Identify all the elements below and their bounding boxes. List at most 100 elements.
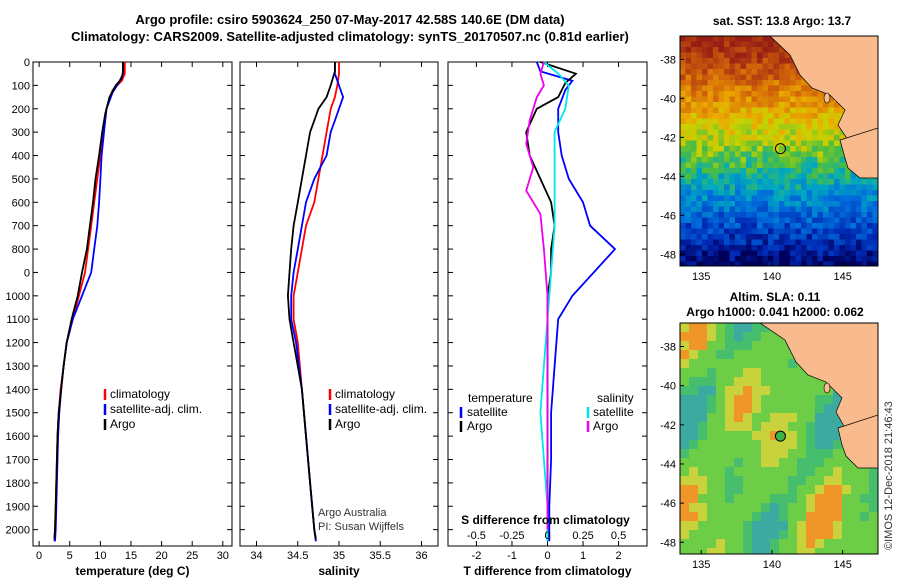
sst-cell (779, 58, 785, 64)
sla-cell (716, 422, 726, 432)
sst-cell (779, 63, 785, 70)
sla-cell (725, 413, 735, 423)
sst-cell (856, 179, 862, 185)
sst-cell (784, 69, 791, 75)
sla-cell (788, 539, 798, 549)
sst-cell (845, 217, 851, 224)
sst-cell (740, 135, 747, 141)
sst-cell (861, 195, 868, 202)
sst-cell (680, 245, 686, 251)
sst-cell (806, 190, 813, 196)
sst-cell (757, 135, 763, 141)
sla-cell (725, 476, 735, 486)
sst-cell (724, 118, 730, 125)
sst-cell (850, 201, 857, 207)
sst-cell (751, 184, 758, 191)
sst-cell (707, 179, 714, 185)
sst-cell (812, 206, 818, 213)
sla-cell (752, 458, 762, 468)
sst-cell (680, 74, 686, 81)
sla-cell (734, 395, 744, 405)
sst-cell (768, 129, 774, 136)
sst-cell (872, 212, 878, 218)
sst-cell (817, 151, 824, 158)
sst-cell (702, 157, 708, 163)
sst-cell (735, 113, 741, 119)
sla-cell (770, 395, 780, 405)
sst-cell (751, 157, 758, 163)
sst-cell (718, 135, 725, 141)
sst-cell (779, 223, 785, 229)
sst-cell (718, 256, 725, 262)
sst-cell (845, 223, 851, 229)
sst-cell (702, 223, 708, 229)
sst-cell (713, 256, 719, 262)
sst-cell (784, 96, 791, 103)
sst-cell (828, 140, 835, 147)
sst-cell (823, 212, 829, 218)
sst-cell (707, 190, 714, 196)
sla-cell (869, 485, 878, 495)
sst-cell (784, 179, 791, 185)
sst-cell (691, 151, 697, 158)
sla-cell (752, 449, 762, 459)
sla-cell (779, 413, 789, 423)
sst-cell (806, 228, 813, 235)
sst-cell (845, 250, 851, 257)
sst-cell (740, 157, 747, 163)
sst-cell (740, 69, 747, 75)
sla-cell (779, 422, 789, 432)
sst-cell (718, 80, 725, 86)
sst-cell (724, 256, 730, 262)
sst-cell (680, 118, 686, 125)
sst-cell (757, 113, 763, 119)
sst-cell (861, 223, 868, 229)
sst-cell (680, 217, 686, 224)
sst-cell (801, 190, 807, 196)
credit-line1: Argo Australia (318, 507, 387, 519)
sst-cell (740, 74, 747, 81)
sla-cell (752, 530, 762, 540)
sst-cell (680, 41, 686, 48)
sla-cell (869, 521, 878, 531)
sst-cell (685, 223, 692, 229)
sst-cell (834, 184, 840, 191)
sst-cell (696, 162, 703, 169)
sst-cell (702, 69, 708, 75)
sst-cell (784, 228, 791, 235)
sst-cell (713, 91, 719, 97)
sst-cell (828, 129, 835, 136)
sst-cell (768, 217, 774, 224)
sst-cell (795, 80, 802, 86)
sst-cell (702, 74, 708, 81)
sst-cell (801, 239, 807, 246)
sla-land (759, 323, 878, 469)
sla-cell (725, 377, 735, 387)
sst-cell (696, 256, 703, 262)
sla-cell (770, 530, 780, 540)
sst-cell (806, 168, 813, 174)
sla-cell (752, 440, 762, 450)
sst-cell (861, 206, 868, 213)
sla-cell (734, 539, 744, 549)
sla-cell (725, 521, 735, 531)
sst-cell (729, 261, 736, 266)
sst-cell (768, 168, 774, 174)
sst-cell (779, 85, 785, 92)
sla-cell (725, 548, 735, 554)
sst-cell (784, 58, 791, 64)
sla-cell (770, 512, 780, 522)
sst-cell (757, 41, 763, 48)
sst-cell (757, 234, 763, 240)
sla-cell (833, 521, 843, 531)
sst-cell (828, 261, 835, 266)
sst-cell (746, 228, 752, 235)
sla-cell (743, 458, 753, 468)
sla-cell (734, 332, 744, 342)
sst-cell (823, 234, 829, 240)
sst-cell (740, 91, 747, 97)
sst-cell (773, 41, 780, 48)
sst-cell (762, 168, 769, 174)
sst-cell (762, 36, 769, 42)
sla-cell (770, 332, 780, 342)
